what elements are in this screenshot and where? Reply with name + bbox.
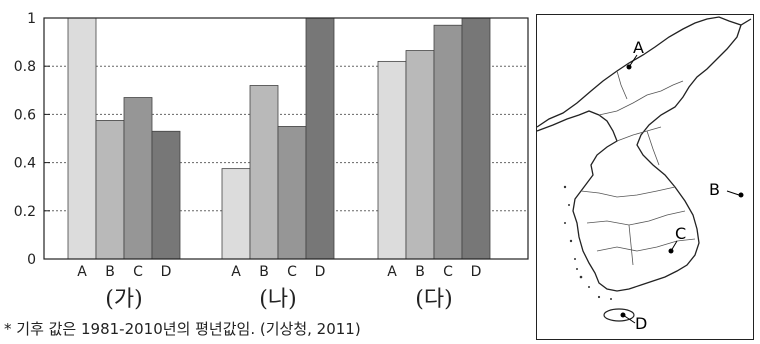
map-point-c: C [668,224,686,254]
x-tick-label: D [161,264,172,280]
x-tick-label: A [387,264,397,280]
x-tick-label: B [415,264,425,280]
group-label: (가) [105,287,142,312]
bar [433,24,463,260]
x-tick-label: A [231,264,241,280]
map-point-a: A [626,38,644,70]
islands [563,185,612,300]
group-labels: (가) (나) (다) [105,287,452,312]
x-tick-label: D [471,264,482,280]
x-tick-label: A [77,264,87,280]
map-point-b: B [709,180,744,199]
y-tick-labels: 0 0.2 0.4 0.6 0.8 1 [14,11,36,268]
bar [249,85,279,260]
bar [377,60,407,260]
x-tick-label: B [259,264,269,280]
bar [95,120,125,260]
bar [277,126,307,260]
x-tick-label: D [315,264,326,280]
chart-axis [43,17,529,260]
korea-map: A B C D [537,16,752,333]
y-tick-label: 0.6 [14,107,36,123]
map-label-c: C [675,224,686,243]
y-tick-label: 0.4 [14,156,36,172]
y-tick-label: 0.2 [14,204,36,220]
plot-frame [43,17,529,260]
group-label: (다) [415,287,452,312]
x-tick-label: C [443,264,453,280]
y-tick-label: 0.8 [14,59,36,75]
bar [305,17,335,260]
y-tick-label: 0 [27,252,36,268]
chart-bars [67,17,491,260]
map-outline [537,16,752,292]
x-tick-label: C [133,264,143,280]
footnote: * 기후 값은 1981-2010년의 평년값임. (기상청, 2011) [4,320,361,338]
map-label-d: D [635,314,647,333]
bar [67,17,97,260]
bar [151,130,181,260]
x-tick-label: C [287,264,297,280]
bar-chart: 0 0.2 0.4 0.6 0.8 1 A B C D A B C D A B C D (가) (나) (다) [14,11,529,312]
jeju-island [603,308,635,322]
map-boundaries [580,70,696,266]
bar [461,17,491,260]
bar [221,168,251,260]
x-tick-label: B [105,264,115,280]
group-label: (나) [259,287,296,312]
map-label-b: B [709,180,720,199]
y-tick-label: 1 [27,11,36,27]
map-label-a: A [633,38,644,57]
bar [123,97,153,260]
map-panel: A B C D [536,14,754,340]
bar [405,50,435,260]
map-point-d: D [620,312,647,333]
